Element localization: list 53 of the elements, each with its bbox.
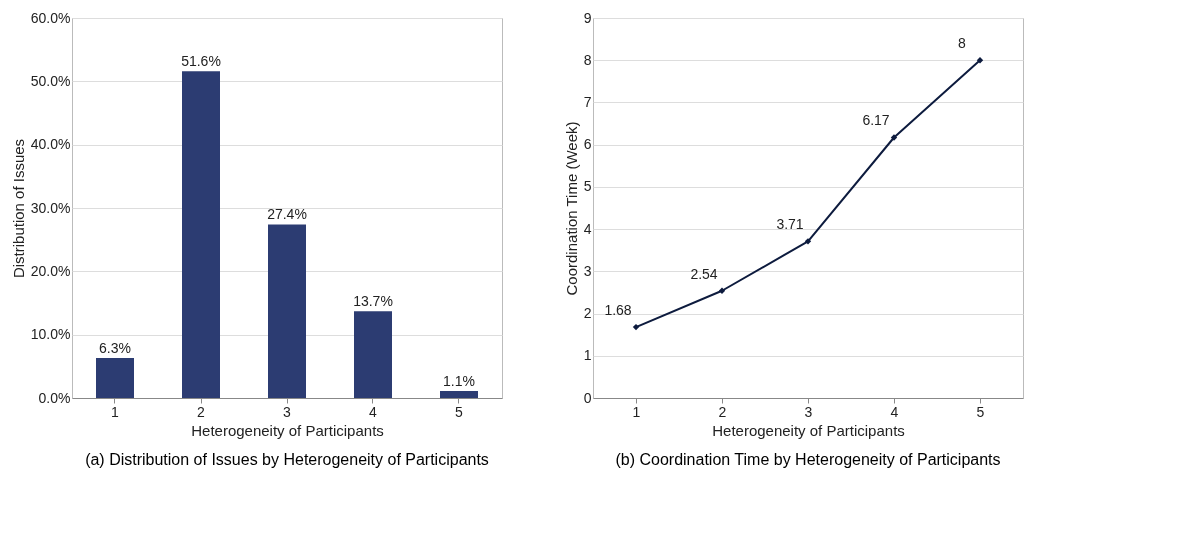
point (718, 287, 726, 294)
bar (96, 358, 134, 398)
x-tick-label: 5 (976, 403, 985, 420)
x-axis-title: Heterogeneity of Participants (712, 421, 905, 439)
x-tick-label: 4 (369, 403, 378, 420)
data-label: 6.17 (862, 112, 890, 129)
y-tick-label: 0 (583, 389, 592, 406)
data-label: 27.4% (267, 206, 307, 223)
x-tick-label: 3 (804, 403, 813, 420)
y-tick-label: 50.0% (30, 72, 71, 89)
y-tick-label: 10.0% (30, 326, 71, 343)
text: (b) Coordination Time by Heterogeneity of Participants (615, 451, 1001, 468)
text: (a) Distribution of Issues by Heterogeneity of Participants (85, 451, 489, 468)
y-axis-title: Coordination Time (Week) (562, 121, 580, 296)
data-label: 51.6% (181, 53, 221, 70)
data-label: 8 (958, 35, 967, 52)
y-tick-label: 9 (583, 9, 592, 26)
bar (354, 311, 392, 398)
y-tick-label: 0.0% (38, 389, 71, 406)
y-tick-label: 8 (583, 51, 592, 68)
bar (440, 391, 478, 398)
x-tick-label: 2 (197, 403, 206, 420)
point (890, 134, 898, 141)
bar (182, 71, 220, 398)
x-tick-label: 2 (718, 403, 727, 420)
x-tick-label: 4 (890, 403, 899, 420)
x-tick-label: 5 (455, 403, 464, 420)
y-tick-label: 6 (583, 136, 592, 153)
y-tick-label: 5 (583, 178, 592, 195)
y-tick-label: 3 (583, 262, 592, 279)
y-tick-label: 4 (583, 220, 592, 237)
y-tick-label: 1 (583, 347, 592, 364)
point (632, 323, 640, 331)
bar (268, 224, 306, 398)
y-tick-label: 30.0% (30, 199, 71, 216)
y-tick-label: 2 (583, 305, 592, 322)
data-label: 13.7% (353, 293, 393, 310)
data-label: 2.54 (690, 265, 718, 282)
y-tick-label: 40.0% (30, 136, 71, 153)
point (976, 57, 984, 64)
x-tick-label: 1 (632, 403, 641, 420)
y-tick-label: 20.0% (30, 262, 71, 279)
y-tick-label: 60.0% (30, 9, 71, 26)
x-tick-label: 1 (111, 403, 120, 420)
x-tick-label: 3 (283, 403, 292, 420)
y-tick-label: 7 (583, 93, 592, 110)
data-label: 3.71 (776, 216, 804, 233)
x-axis-title: Heterogeneity of Participants (191, 421, 384, 439)
data-label: 1.68 (604, 302, 632, 319)
data-label: 1.1% (443, 373, 475, 390)
y-axis-title: Distribution of Issues (9, 138, 27, 279)
point (804, 238, 812, 245)
data-label: 6.3% (99, 340, 131, 357)
